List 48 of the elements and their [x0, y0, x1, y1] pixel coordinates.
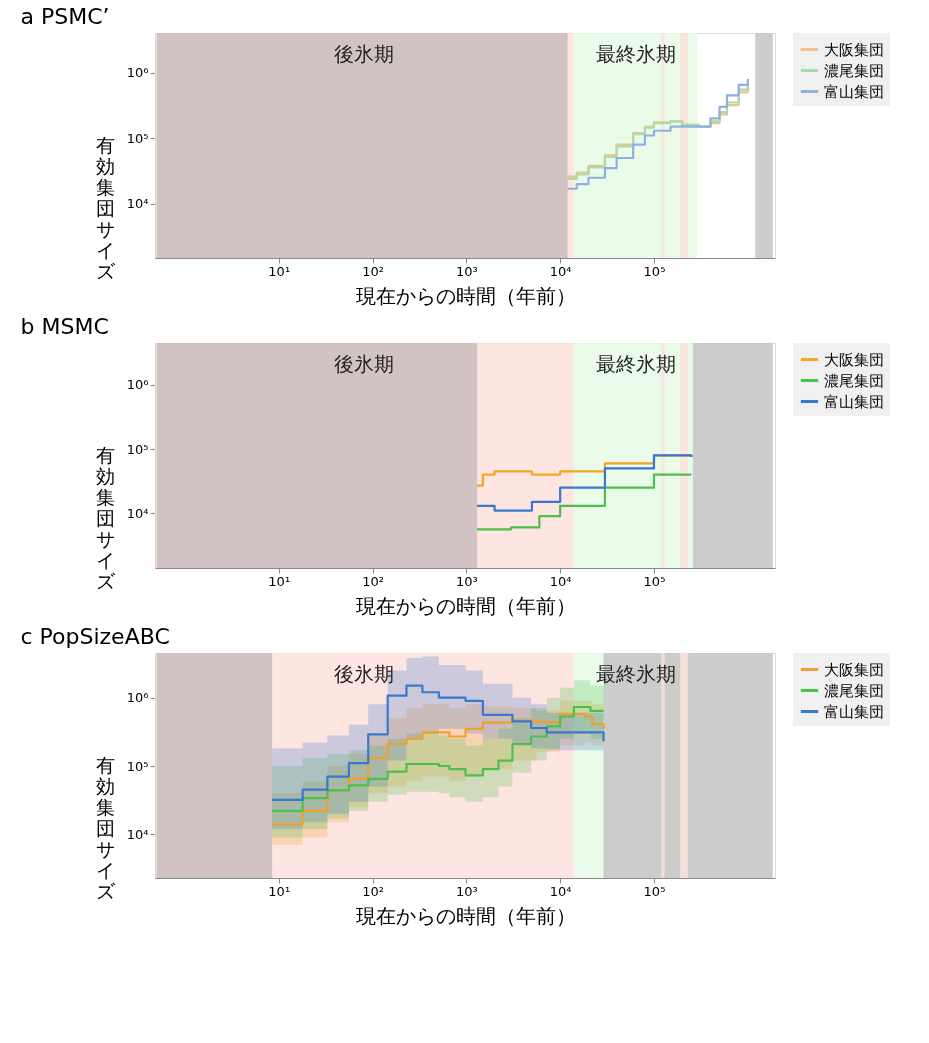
x-tick-label: 10³ [455, 883, 478, 899]
y-axis-title: 有効集団サイズ [96, 134, 116, 282]
band-label: 後氷期 [334, 42, 395, 66]
band-label: 最終氷期 [595, 352, 676, 376]
chart-title: c PopSizeABC [20, 624, 170, 649]
y-tick-label: 10⁴ [126, 826, 149, 842]
legend-label: 富山集団 [824, 702, 884, 721]
band-label: 最終氷期 [595, 42, 676, 66]
x-tick-label: 10⁵ [643, 883, 666, 899]
y-axis-title: 有効集団サイズ [96, 754, 116, 902]
x-tick-label: 10⁴ [549, 263, 572, 279]
x-tick-label: 10¹ [268, 263, 291, 279]
y-tick-label: 10⁴ [126, 196, 149, 212]
x-tick-label: 10² [362, 573, 384, 589]
legend-label: 濃尾集団 [824, 371, 884, 390]
y-axis-title: 有効集団サイズ [96, 444, 116, 592]
legend-label: 富山集団 [824, 392, 884, 411]
x-tick-label: 10⁵ [643, 573, 666, 589]
y-tick-label: 10⁶ [126, 377, 149, 393]
legend-label: 富山集団 [824, 82, 884, 101]
legend-label: 濃尾集団 [824, 681, 884, 700]
legend-label: 大阪集団 [824, 350, 884, 369]
x-tick-label: 10¹ [268, 883, 291, 899]
band-label: 後氷期 [334, 352, 395, 376]
x-axis-title: 現在からの時間（年前） [355, 283, 576, 308]
legend-label: 大阪集団 [824, 660, 884, 679]
chart-title: b MSMC [20, 314, 109, 339]
y-tick-label: 10⁶ [126, 65, 149, 81]
x-tick-label: 10² [362, 263, 384, 279]
x-axis-title: 現在からの時間（年前） [355, 903, 576, 928]
x-tick-label: 10³ [455, 263, 478, 279]
legend-label: 大阪集団 [824, 40, 884, 59]
band-label: 最終氷期 [595, 662, 676, 686]
x-axis-title: 現在からの時間（年前） [355, 593, 576, 618]
x-tick-label: 10⁴ [549, 573, 572, 589]
y-tick-label: 10⁶ [126, 690, 149, 706]
band-label: 後氷期 [334, 662, 395, 686]
y-tick-label: 10⁵ [126, 441, 149, 457]
x-tick-label: 10¹ [268, 573, 291, 589]
y-tick-label: 10⁴ [126, 505, 149, 521]
y-tick-label: 10⁵ [126, 758, 149, 774]
x-tick-label: 10⁵ [643, 263, 666, 279]
x-tick-label: 10² [362, 883, 384, 899]
legend-label: 濃尾集団 [824, 61, 884, 80]
x-tick-label: 10³ [455, 573, 478, 589]
chart-title: a PSMC’ [20, 4, 110, 29]
x-tick-label: 10⁴ [549, 883, 572, 899]
y-tick-label: 10⁵ [126, 130, 149, 146]
